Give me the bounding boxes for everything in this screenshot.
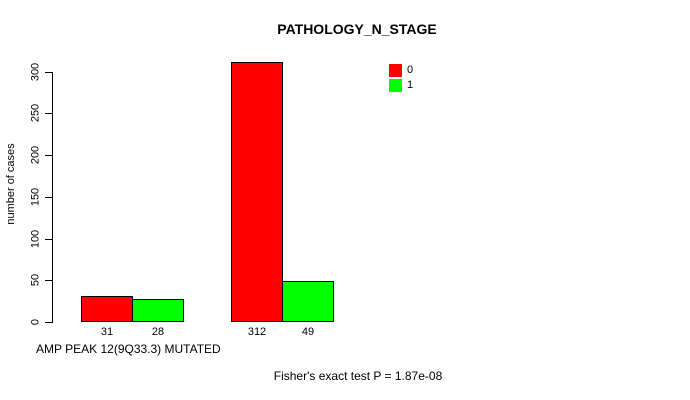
bar-series-0-group-0: [81, 296, 133, 322]
chart-title: PATHOLOGY_N_STAGE: [277, 21, 437, 37]
bar-value-label: 31: [100, 326, 114, 338]
bar-series-1-group-1: [282, 281, 334, 322]
y-tick-label: 250: [29, 103, 42, 123]
legend: 0 1: [389, 64, 413, 94]
y-tick-mark: [45, 155, 52, 156]
bar-value-label: 49: [301, 326, 315, 338]
legend-item-0: 0: [389, 64, 413, 77]
y-tick-label: 50: [29, 273, 42, 287]
bar-series-1-group-0: [132, 299, 184, 322]
y-axis-label: number of cases: [5, 143, 17, 225]
legend-item-1: 1: [389, 79, 413, 92]
y-axis-line: [52, 72, 53, 323]
y-tick-label: 100: [29, 229, 42, 249]
bar-value-label: 28: [151, 326, 165, 338]
y-tick-label: 0: [29, 318, 42, 326]
y-tick-mark: [45, 197, 52, 198]
y-tick-mark: [45, 113, 52, 114]
y-tick-label: 300: [29, 62, 42, 82]
legend-swatch-green: [389, 79, 402, 92]
y-tick-label: 200: [29, 145, 42, 165]
legend-label-0: 0: [407, 64, 414, 76]
x-axis-label: AMP PEAK 12(9Q33.3) MUTATED: [36, 342, 221, 356]
y-tick-mark: [45, 280, 52, 281]
legend-label-1: 1: [407, 79, 414, 91]
y-tick-label: 150: [29, 187, 42, 207]
y-tick-mark: [45, 72, 52, 73]
bar-series-0-group-1: [231, 62, 283, 322]
bar-value-label: 312: [247, 326, 267, 338]
y-tick-mark: [45, 239, 52, 240]
stat-annotation: Fisher's exact test P = 1.87e-08: [273, 369, 443, 383]
y-tick-mark: [45, 322, 52, 323]
legend-swatch-red: [389, 64, 402, 77]
